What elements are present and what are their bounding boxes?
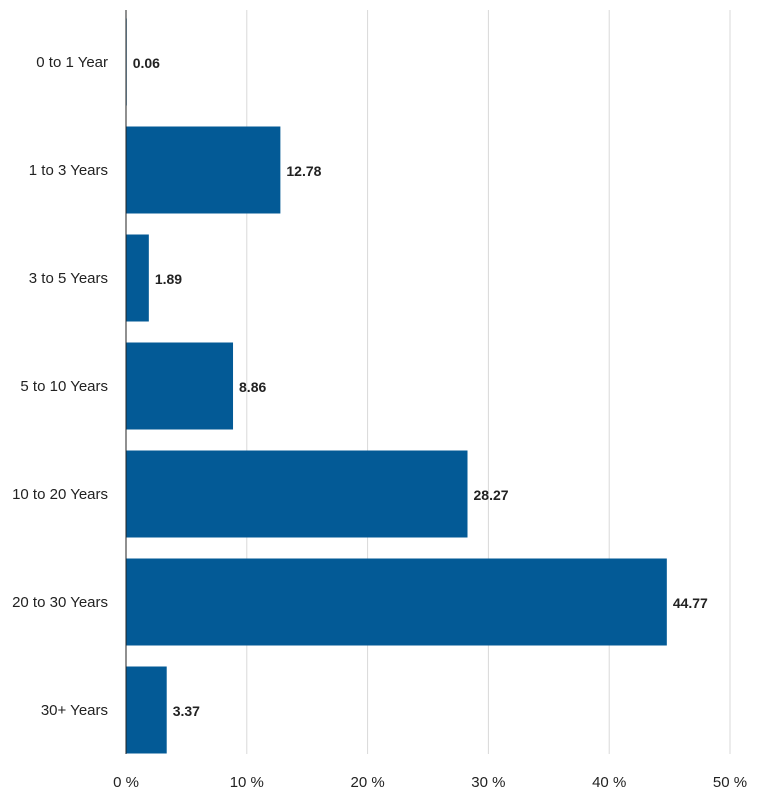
- x-tick-label: 10 %: [230, 774, 264, 791]
- x-tick-label: 0 %: [113, 774, 139, 791]
- bar: [126, 558, 667, 646]
- x-tick-label: 20 %: [350, 774, 384, 791]
- bar: [126, 234, 149, 322]
- data-label: 44.77: [673, 595, 708, 611]
- category-label: 30+ Years: [41, 702, 108, 719]
- category-label: 10 to 20 Years: [12, 486, 108, 503]
- data-label: 28.27: [474, 487, 509, 503]
- labels: 0 % 10 % 20 % 30 % 40 % 50 % 0 to 1 Year 0.06 1 …: [12, 54, 747, 791]
- data-label: 1.89: [155, 271, 182, 287]
- x-tick-label: 40 %: [592, 774, 626, 791]
- category-label: 5 to 10 Years: [20, 378, 108, 395]
- data-label: 8.86: [239, 379, 266, 395]
- bar: [126, 450, 468, 538]
- category-label: 1 to 3 Years: [29, 162, 108, 179]
- data-label: 3.37: [173, 703, 200, 719]
- bar: [126, 666, 167, 754]
- x-tick-label: 30 %: [471, 774, 505, 791]
- data-label: 0.06: [133, 55, 160, 71]
- x-tick-label: 50 %: [713, 774, 747, 791]
- category-label: 0 to 1 Year: [36, 54, 108, 71]
- data-label: 12.78: [286, 163, 321, 179]
- bar: [126, 126, 281, 214]
- bar: [126, 342, 234, 430]
- bars: [126, 18, 667, 754]
- category-label: 20 to 30 Years: [12, 594, 108, 611]
- category-label: 3 to 5 Years: [29, 270, 108, 287]
